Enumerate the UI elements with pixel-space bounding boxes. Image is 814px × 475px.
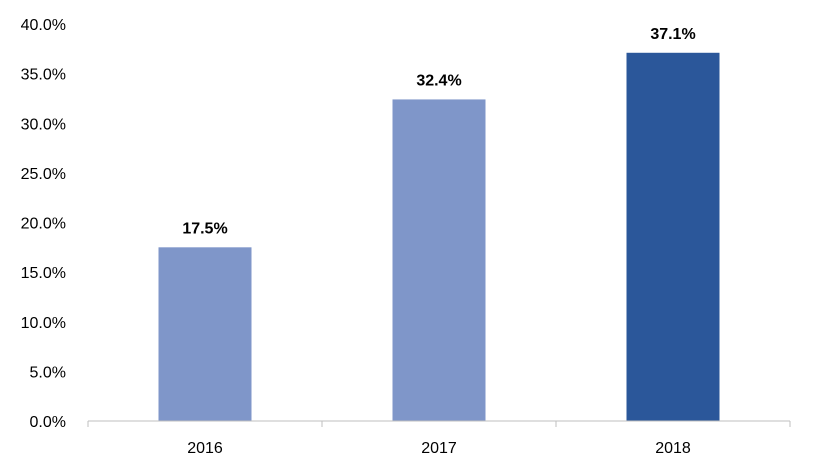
data-label-2018: 37.1% [650,26,695,43]
x-category-label-2017: 2017 [421,440,457,457]
y-tick-label: 0.0% [30,414,66,431]
bar-2018 [626,52,720,421]
y-tick-label: 40.0% [21,17,66,34]
data-label-2017: 32.4% [416,72,461,89]
y-tick-label: 5.0% [30,364,66,381]
data-labels-group: 17.5% 32.4% 37.1% [182,26,695,238]
y-tick-label: 20.0% [21,216,66,233]
y-tick-label: 25.0% [21,166,66,183]
y-axis-tick-labels: 0.0% 5.0% 10.0% 15.0% 20.0% 25.0% 30.0% 35.0% 40… [21,17,66,431]
x-axis [87,420,791,427]
data-label-2016: 17.5% [182,220,227,237]
bar-2016 [158,247,252,421]
x-category-label-2016: 2016 [187,440,223,457]
y-tick-label: 35.0% [21,67,66,84]
x-category-label-2018: 2018 [655,440,691,457]
y-tick-label: 10.0% [21,315,66,332]
bar-2017 [392,99,486,422]
y-tick-label: 15.0% [21,265,66,282]
x-axis-category-labels: 2016 2017 2018 [187,440,691,457]
y-tick-label: 30.0% [21,116,66,133]
bars-group [158,52,720,422]
